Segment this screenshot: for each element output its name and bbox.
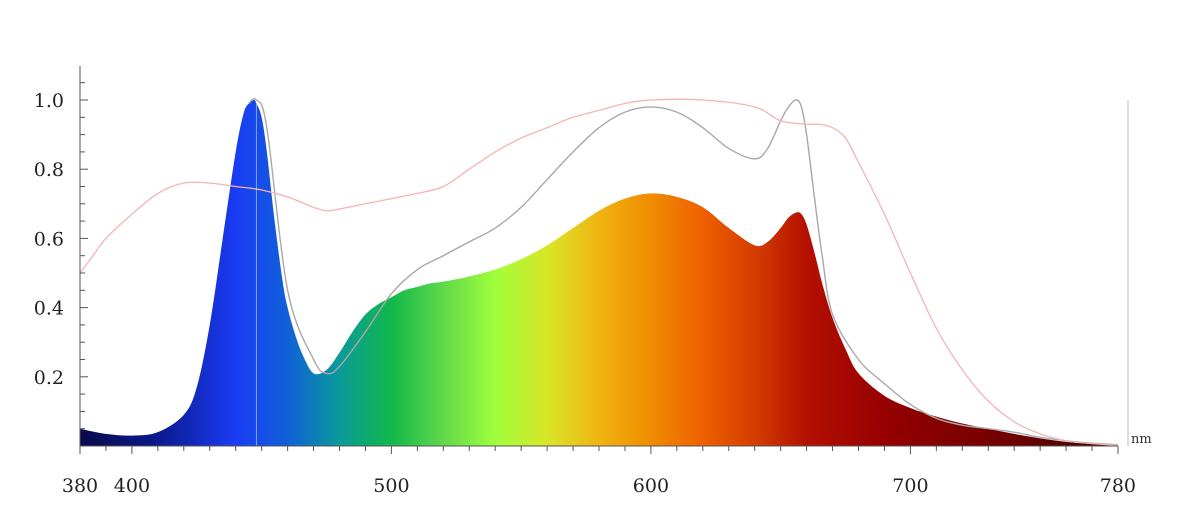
y-tick-label: 0.2 bbox=[34, 367, 64, 389]
y-tick-label: 0.6 bbox=[34, 228, 64, 250]
tick-labels: 0.2 0.4 0.6 0.8 1.0 380 400 500 600 700 780 nm bbox=[34, 90, 1152, 497]
x-tick-label: 780 bbox=[1100, 475, 1136, 497]
gray-line-series bbox=[248, 98, 1119, 446]
x-tick-label: 380 bbox=[62, 475, 98, 497]
plot-area bbox=[79, 98, 1119, 446]
x-tick-label: 400 bbox=[114, 475, 150, 497]
y-tick-label: 0.8 bbox=[34, 159, 64, 181]
x-unit-label: nm bbox=[1131, 432, 1152, 447]
y-tick-label: 1.0 bbox=[34, 90, 64, 112]
x-tick-label: 600 bbox=[633, 475, 669, 497]
spectrum-area bbox=[80, 100, 1118, 446]
y-tick-label: 0.4 bbox=[34, 298, 64, 320]
x-tick-label: 700 bbox=[892, 475, 928, 497]
pink-line-series bbox=[79, 98, 1119, 446]
x-tick-label: 500 bbox=[373, 475, 409, 497]
axes bbox=[79, 66, 1129, 454]
